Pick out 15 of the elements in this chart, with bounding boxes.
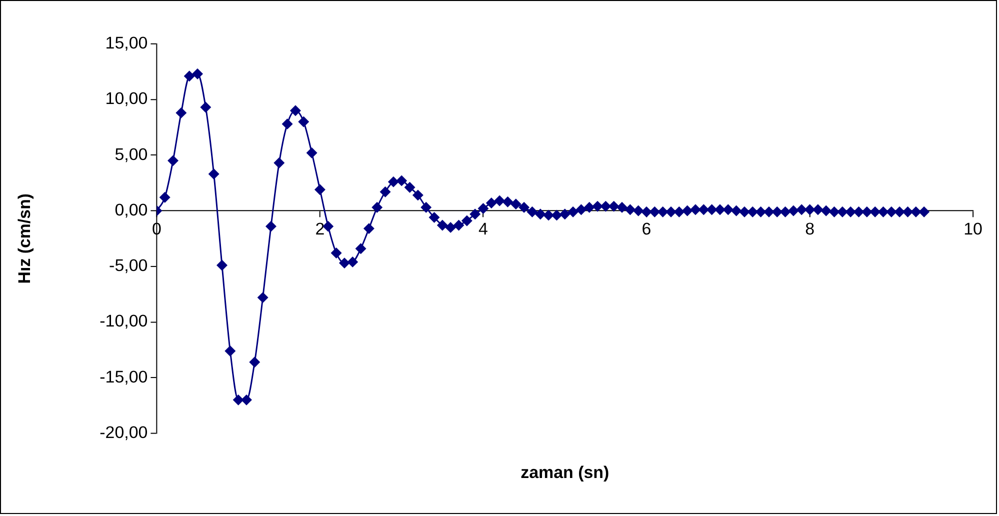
x-tick-label: 6 xyxy=(642,220,652,239)
x-tick-label: 2 xyxy=(315,220,325,239)
x-axis-title: zaman (sn) xyxy=(520,462,610,482)
y-tick-label: -10,00 xyxy=(100,312,148,331)
y-tick-label: -20,00 xyxy=(100,422,148,442)
y-tick-label: -5,00 xyxy=(109,256,148,276)
x-tick-label: 8 xyxy=(805,220,814,239)
y-tick-label: 15,00 xyxy=(105,34,148,52)
x-tick-label: 10 xyxy=(964,220,982,239)
y-tick-label: -15,00 xyxy=(100,367,148,386)
y-tick-label: 0,00 xyxy=(114,200,148,220)
y-tick-label: 10,00 xyxy=(105,89,148,108)
y-tick-label: 5,00 xyxy=(114,144,148,164)
x-tick-label: 4 xyxy=(478,220,488,239)
y-axis-title: Hız (cm/sn) xyxy=(14,193,34,284)
